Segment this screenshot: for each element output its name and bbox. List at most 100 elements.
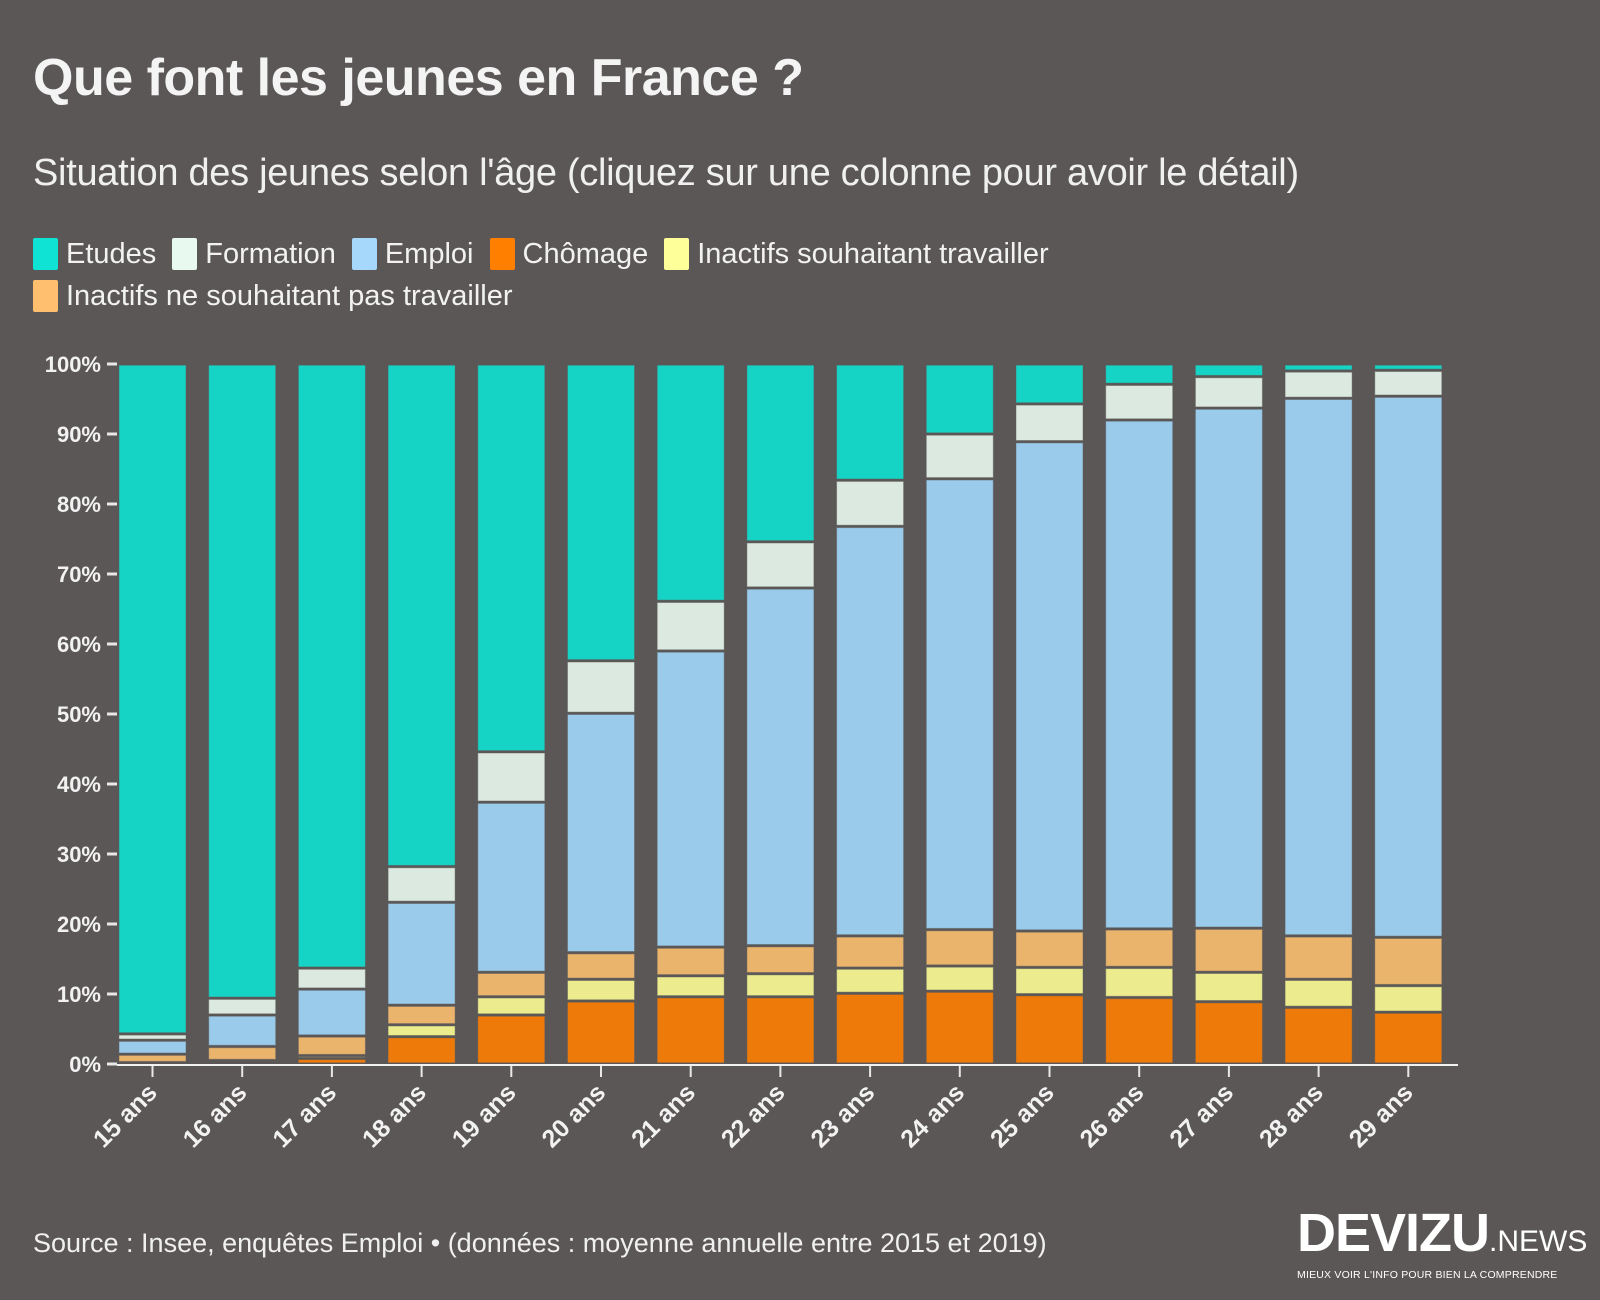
bar-segment-inactifs-souhaitant-travailler[interactable] xyxy=(387,1025,456,1036)
bar-segment-inactifs-souhaitant-travailler[interactable] xyxy=(1374,986,1443,1012)
bar-segment-emploi[interactable] xyxy=(567,714,635,952)
devizu-logo[interactable]: DEVIZU.NEWS MIEUX VOIR L'INFO POUR BIEN … xyxy=(1297,1206,1587,1281)
bar-segment-ch-mage[interactable] xyxy=(387,1037,456,1064)
bar-segment-formation[interactable] xyxy=(746,542,815,588)
bar-segment-ch-mage[interactable] xyxy=(836,994,905,1064)
bar-segment-formation[interactable] xyxy=(477,752,546,802)
bar-segment-ch-mage[interactable] xyxy=(1194,1002,1263,1064)
legend: Etudes Formation Emploi Chômage Inactifs… xyxy=(33,236,1183,314)
bar-segment-inactifs-souhaitant-travailler[interactable] xyxy=(1194,973,1263,1001)
x-tick-label: 16 ans xyxy=(178,1078,253,1153)
bar-segment-ch-mage[interactable] xyxy=(567,1001,635,1064)
legend-item-emploi[interactable]: Emploi xyxy=(351,236,474,272)
bar-segment-inactifs-ne-souhaitant-pas-travailler[interactable] xyxy=(746,946,815,974)
bar-segment-etudes[interactable] xyxy=(1374,364,1443,370)
y-tick-label: 40% xyxy=(57,772,101,797)
bar-segment-inactifs-ne-souhaitant-pas-travailler[interactable] xyxy=(656,947,725,976)
bar-segment-etudes[interactable] xyxy=(746,364,815,542)
bar-segment-ch-mage[interactable] xyxy=(656,997,725,1064)
bar-segment-formation[interactable] xyxy=(1194,377,1263,408)
bar-segment-ch-mage[interactable] xyxy=(477,1015,546,1064)
legend-item-inactifs-souhaitant[interactable]: Inactifs souhaitant travailler xyxy=(664,236,1049,272)
bar-segment-etudes[interactable] xyxy=(297,364,366,968)
bar-segment-inactifs-ne-souhaitant-pas-travailler[interactable] xyxy=(387,1005,456,1025)
bar-segment-ch-mage[interactable] xyxy=(1374,1012,1443,1064)
bar-segment-ch-mage[interactable] xyxy=(297,1059,366,1064)
bar-segment-inactifs-ne-souhaitant-pas-travailler[interactable] xyxy=(567,953,635,979)
bar-segment-etudes[interactable] xyxy=(1194,364,1263,376)
bar-segment-formation[interactable] xyxy=(118,1034,187,1040)
bar-segment-ch-mage[interactable] xyxy=(1015,995,1084,1064)
bar-segment-formation[interactable] xyxy=(925,434,994,479)
bar-segment-emploi[interactable] xyxy=(1374,396,1443,937)
legend-swatch xyxy=(172,238,198,270)
x-tick-label: 29 ans xyxy=(1344,1078,1419,1153)
bar-segment-formation[interactable] xyxy=(567,661,635,713)
bar-segment-etudes[interactable] xyxy=(1105,364,1174,384)
x-tick-label: 17 ans xyxy=(267,1078,342,1153)
bar-segment-inactifs-ne-souhaitant-pas-travailler[interactable] xyxy=(118,1054,187,1062)
legend-item-formation[interactable]: Formation xyxy=(172,236,336,272)
bar-segment-inactifs-souhaitant-travailler[interactable] xyxy=(567,980,635,1001)
bar-segment-inactifs-ne-souhaitant-pas-travailler[interactable] xyxy=(836,936,905,968)
bar-segment-inactifs-souhaitant-travailler[interactable] xyxy=(1284,980,1353,1007)
bar-segment-etudes[interactable] xyxy=(387,364,456,866)
bar-segment-emploi[interactable] xyxy=(925,479,994,929)
bar-segment-inactifs-ne-souhaitant-pas-travailler[interactable] xyxy=(1194,928,1263,972)
bar-segment-etudes[interactable] xyxy=(836,364,905,480)
bar-segment-emploi[interactable] xyxy=(118,1040,187,1054)
bar-segment-emploi[interactable] xyxy=(297,989,366,1036)
bar-segment-etudes[interactable] xyxy=(925,364,994,434)
bar-segment-ch-mage[interactable] xyxy=(1105,998,1174,1064)
bar-segment-emploi[interactable] xyxy=(1194,408,1263,928)
bar-segment-etudes[interactable] xyxy=(1015,364,1084,404)
bar-segment-formation[interactable] xyxy=(1374,371,1443,396)
bar-segment-inactifs-ne-souhaitant-pas-travailler[interactable] xyxy=(208,1047,277,1060)
bar-segment-emploi[interactable] xyxy=(746,588,815,945)
bar-segment-formation[interactable] xyxy=(1015,404,1084,442)
bar-segment-inactifs-souhaitant-travailler[interactable] xyxy=(836,968,905,993)
bar-segment-formation[interactable] xyxy=(297,968,366,989)
bar-segment-ch-mage[interactable] xyxy=(746,997,815,1064)
legend-item-chomage[interactable]: Chômage xyxy=(489,236,648,272)
bar-segment-etudes[interactable] xyxy=(477,364,546,752)
bar-segment-emploi[interactable] xyxy=(1105,420,1174,929)
bar-segment-formation[interactable] xyxy=(1284,371,1353,398)
bar-segment-formation[interactable] xyxy=(208,998,277,1015)
bar-segment-inactifs-souhaitant-travailler[interactable] xyxy=(925,966,994,991)
bar-segment-inactifs-souhaitant-travailler[interactable] xyxy=(656,976,725,997)
bar-segment-etudes[interactable] xyxy=(118,364,187,1034)
bar-segment-inactifs-souhaitant-travailler[interactable] xyxy=(746,974,815,997)
bar-segment-formation[interactable] xyxy=(836,480,905,526)
bar-segment-inactifs-ne-souhaitant-pas-travailler[interactable] xyxy=(1284,936,1353,979)
bar-segment-emploi[interactable] xyxy=(1015,442,1084,931)
bar-segment-inactifs-ne-souhaitant-pas-travailler[interactable] xyxy=(297,1036,366,1055)
bar-segment-inactifs-ne-souhaitant-pas-travailler[interactable] xyxy=(477,973,546,997)
bar-segment-formation[interactable] xyxy=(387,867,456,902)
bar-segment-inactifs-souhaitant-travailler[interactable] xyxy=(1015,968,1084,994)
bar-segment-formation[interactable] xyxy=(1105,385,1174,420)
legend-item-etudes[interactable]: Etudes xyxy=(33,236,156,272)
bar-segment-etudes[interactable] xyxy=(656,364,725,601)
legend-swatch xyxy=(33,238,58,270)
bar-segment-etudes[interactable] xyxy=(567,364,635,661)
bar-segment-inactifs-souhaitant-travailler[interactable] xyxy=(477,997,546,1015)
bar-segment-formation[interactable] xyxy=(656,602,725,651)
bar-segment-emploi[interactable] xyxy=(208,1015,277,1046)
bar-segment-etudes[interactable] xyxy=(208,364,277,998)
bar-segment-emploi[interactable] xyxy=(656,651,725,947)
bar-segment-inactifs-ne-souhaitant-pas-travailler[interactable] xyxy=(1374,938,1443,985)
legend-item-inactifs-ne-souhaitant-pas[interactable]: Inactifs ne souhaitant pas travailler xyxy=(33,278,513,314)
bar-segment-emploi[interactable] xyxy=(477,802,546,972)
bar-segment-inactifs-ne-souhaitant-pas-travailler[interactable] xyxy=(1105,929,1174,967)
bar-segment-inactifs-ne-souhaitant-pas-travailler[interactable] xyxy=(1015,931,1084,967)
bar-segment-emploi[interactable] xyxy=(1284,399,1353,936)
bar-segment-inactifs-ne-souhaitant-pas-travailler[interactable] xyxy=(925,930,994,966)
bar-segment-inactifs-souhaitant-travailler[interactable] xyxy=(1105,968,1174,997)
x-tick-label: 25 ans xyxy=(985,1078,1060,1153)
bar-segment-emploi[interactable] xyxy=(836,527,905,936)
bar-segment-etudes[interactable] xyxy=(1284,364,1353,371)
bar-segment-ch-mage[interactable] xyxy=(1284,1008,1353,1064)
bar-segment-emploi[interactable] xyxy=(387,903,456,1005)
bar-segment-ch-mage[interactable] xyxy=(925,991,994,1064)
